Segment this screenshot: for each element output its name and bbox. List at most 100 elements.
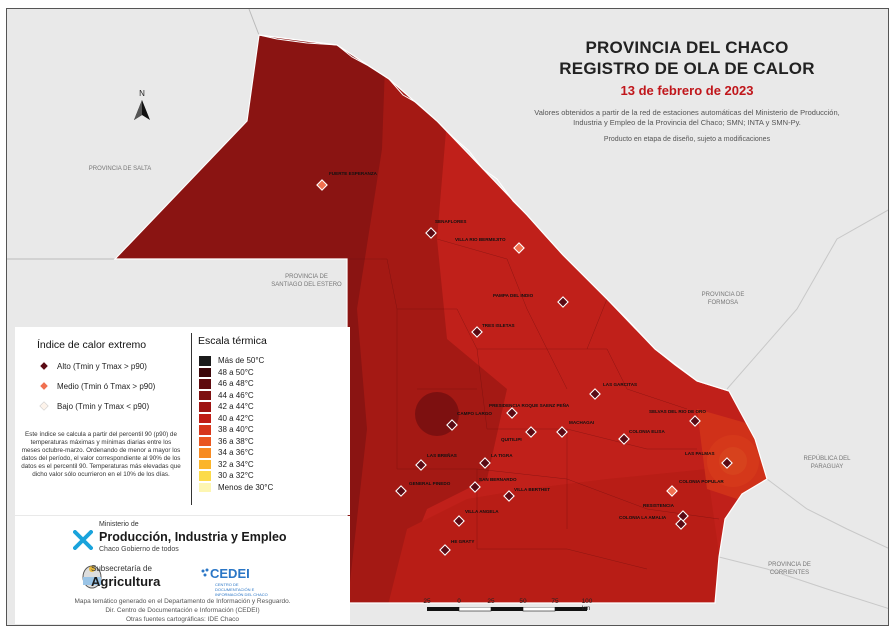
footer-line1: Mapa temático generado en el Departament… xyxy=(74,598,291,605)
station-marker xyxy=(469,481,481,493)
station-label: VILLA RIO BERMEJITO xyxy=(455,237,506,242)
subsec-name: Agricultura xyxy=(91,574,161,589)
legend-scale-title: Escala térmica xyxy=(198,335,267,347)
title-line2: REGISTRO DE OLA DE CALOR xyxy=(559,59,815,78)
footer-line3: Otras fuentes cartográficas: IDE Chaco xyxy=(125,616,240,623)
logos-panel: Ministerio de Producción, Industria y Em… xyxy=(15,516,350,624)
scale-swatch xyxy=(198,378,212,390)
station-marker xyxy=(556,426,568,438)
scale-label: 38 a 40°C xyxy=(218,425,254,435)
scale-row: Más de 50°C xyxy=(198,355,348,367)
station-marker xyxy=(666,485,678,497)
legend-divider xyxy=(191,333,192,505)
station-marker xyxy=(513,242,525,254)
station-marker xyxy=(689,415,701,427)
station-marker xyxy=(471,326,483,338)
station-marker xyxy=(415,459,427,471)
scale-swatch xyxy=(198,366,212,378)
station-label: SAN BERNARDO xyxy=(479,477,517,482)
scalebar-label: 25 xyxy=(487,598,495,605)
legend-markers xyxy=(39,361,49,411)
legend-item-medio: Medio (Tmin ó Tmax > p90) xyxy=(57,382,156,391)
cedei-subtitle: CENTRO DE DOCUMENTACIÓN E INFORMACIÓN DE… xyxy=(215,582,268,597)
station-marker xyxy=(425,227,437,239)
scalebar-label: 100 km xyxy=(581,598,593,612)
station-label: PRESIDENCIA ROQUE SAENZ PEÑA xyxy=(489,402,570,408)
scale-swatch xyxy=(198,481,212,493)
title-description: Valores obtenidos a partir de la red de … xyxy=(534,108,840,127)
station-marker xyxy=(446,419,458,431)
scalebar-label: 0 xyxy=(457,598,461,605)
scale-label: Más de 50°C xyxy=(218,356,265,366)
station-label: GENERAL PINEDO xyxy=(409,481,451,486)
scale-swatch xyxy=(198,389,212,401)
ministry-small: Ministerio de xyxy=(99,521,139,528)
scalebar-label: 75 xyxy=(551,598,559,605)
station-label: COLONIA LA AMALIA xyxy=(619,515,667,520)
formosa-border xyxy=(726,209,888,390)
scale-row: 42 a 44°C xyxy=(198,401,348,413)
scale-label: 32 a 34°C xyxy=(218,459,254,469)
scale-swatch xyxy=(198,470,212,482)
scale-label: 34 a 36°C xyxy=(218,448,254,458)
station-marker xyxy=(721,457,733,469)
station-marker xyxy=(618,433,630,445)
legend-item-alto: Alto (Tmin y Tmax > p90) xyxy=(57,362,147,371)
scale-row: 44 a 46°C xyxy=(198,389,348,401)
scale-label: Menos de 30°C xyxy=(218,482,274,492)
ministry-x-logo-icon xyxy=(73,530,93,550)
station-label: QUITILIPI xyxy=(501,437,522,442)
station-marker xyxy=(589,388,601,400)
north-arrow-icon: N xyxy=(134,89,150,120)
station-label: LAS PALMAS xyxy=(685,451,715,456)
province-label-formosa: PROVINCIA DE FORMOSA xyxy=(701,292,745,306)
legend-marker-alto xyxy=(39,361,49,371)
station-label: LAS GARCITAS xyxy=(603,382,637,387)
province-label-paraguay: REPÚBLICA DEL PARAGUAY xyxy=(803,456,851,470)
scale-label: 48 a 50°C xyxy=(218,367,254,377)
province-label-corrientes: PROVINCIA DE CORRIENTES xyxy=(768,562,811,576)
title-note: Producto en etapa de diseño, sujeto a mo… xyxy=(603,136,771,143)
legend-index-title: Índice de calor extremo xyxy=(37,339,147,351)
scale-swatch xyxy=(198,355,212,367)
title-line1: PROVINCIA DEL CHACO xyxy=(585,38,789,57)
station-marker xyxy=(557,296,569,308)
zone-40-42-south xyxy=(387,469,727,603)
scale-swatch xyxy=(198,447,212,459)
ministry-name: Producción, Industria y Empleo xyxy=(99,530,287,544)
zone-38-40-east xyxy=(697,409,767,509)
station-marker xyxy=(316,179,328,191)
station-label: VILLA ANGELA xyxy=(465,509,499,514)
title-date: 13 de febrero de 2023 xyxy=(620,83,754,98)
station-marker xyxy=(677,510,689,522)
station-label: COLONIA ELISA xyxy=(629,429,665,434)
cedei-dots-icon xyxy=(201,568,209,577)
scale-swatch xyxy=(198,435,212,447)
legend-marker-bajo xyxy=(39,401,49,411)
station-marker xyxy=(439,544,451,556)
station-label: SENAFLORES xyxy=(435,219,466,224)
scalebar-label: 50 xyxy=(519,598,527,605)
station-label: COLONIA POPULAR xyxy=(679,479,724,484)
scale-row: 34 a 36°C xyxy=(198,447,348,459)
corrientes-border xyxy=(718,556,888,609)
legend-marker-medio xyxy=(39,381,49,391)
ministry-subtitle: Chaco Gobierno de todos xyxy=(99,546,179,553)
scale-row: 48 a 50°C xyxy=(198,366,348,378)
argentina-shield-icon xyxy=(82,565,102,589)
scale-row: 32 a 34°C xyxy=(198,458,348,470)
station-marker xyxy=(395,485,407,497)
scale-row: 30 a 32°C xyxy=(198,470,348,482)
scale-label: 30 a 32°C xyxy=(218,471,254,481)
station-marker xyxy=(506,407,518,419)
scale-row: 40 a 42°C xyxy=(198,412,348,424)
station-label: LA TIGRA xyxy=(491,453,513,458)
scale-row: 38 a 40°C xyxy=(198,424,348,436)
scale-swatch xyxy=(198,458,212,470)
station-label: VILLA BERTHET xyxy=(514,487,550,492)
scalebar-label: 25 xyxy=(423,598,431,605)
station-label: LAS BREÑAS xyxy=(427,452,457,458)
scale-row: Menos de 30°C xyxy=(198,481,348,493)
station-label: HE GRATY xyxy=(451,539,474,544)
station-label: MACHAGAI xyxy=(569,420,594,425)
